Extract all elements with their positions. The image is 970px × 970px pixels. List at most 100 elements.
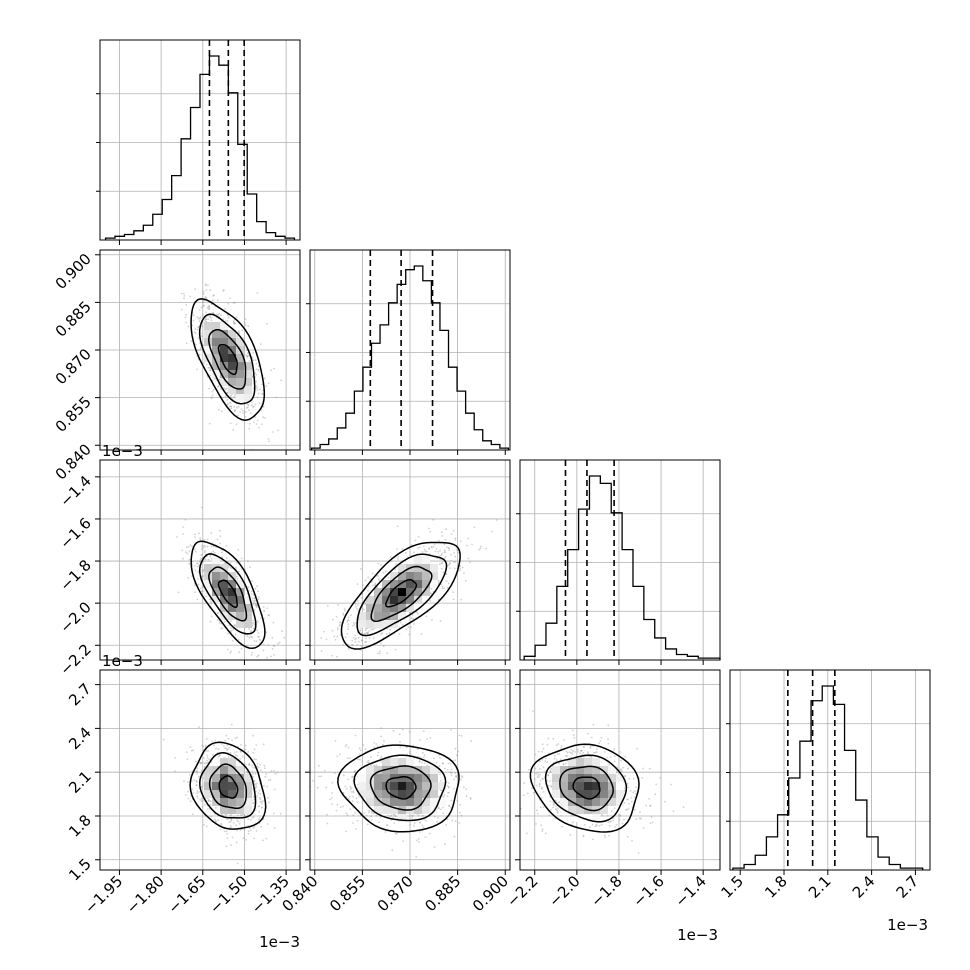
density-cell <box>228 588 236 596</box>
density-cell <box>600 758 608 766</box>
density-cell <box>212 604 220 612</box>
scatter-point <box>600 823 603 826</box>
scatter-point <box>446 795 449 798</box>
scatter-point <box>246 770 249 773</box>
density-cell <box>236 370 244 378</box>
scatter-point <box>195 780 198 782</box>
scatter-point <box>614 826 617 828</box>
scatter-point <box>224 307 226 310</box>
density-cell <box>382 596 390 604</box>
scatter-point <box>268 801 270 804</box>
scatter-point <box>253 623 256 626</box>
scatter-point <box>448 547 450 549</box>
scatter-point <box>417 536 420 538</box>
scatter-point <box>407 626 410 628</box>
density-cell <box>382 604 390 612</box>
scatter-point <box>325 786 327 789</box>
scatter-point <box>251 636 253 639</box>
scatter-point <box>336 755 339 758</box>
axis-multiplier-label: 1e−3 <box>677 926 718 944</box>
y-tick-label: 0.900 <box>52 250 95 293</box>
scatter-point <box>450 533 453 535</box>
scatter-point <box>250 630 252 633</box>
scatter-point <box>654 793 657 796</box>
scatter-point <box>607 742 610 745</box>
scatter-point <box>454 759 456 762</box>
scatter-point <box>208 387 211 390</box>
scatter-point <box>193 331 196 333</box>
scatter-point <box>258 818 260 821</box>
scatter-point <box>448 786 450 789</box>
scatter-point <box>552 806 554 809</box>
scatter-point <box>368 629 371 632</box>
scatter-point <box>208 598 211 601</box>
scatter-point <box>622 766 624 769</box>
scatter-point <box>444 555 447 558</box>
density-cell <box>228 330 236 338</box>
scatter-point <box>449 562 451 565</box>
density-cell <box>568 790 576 798</box>
scatter-point <box>326 822 329 825</box>
scatter-point <box>236 755 239 757</box>
density-cell <box>584 758 592 766</box>
density-cell <box>422 588 430 596</box>
density-cell <box>358 766 366 774</box>
scatter-point <box>634 808 636 811</box>
scatter-point <box>248 762 251 765</box>
scatter-point <box>197 337 200 339</box>
scatter-point <box>249 829 252 832</box>
panel-background <box>100 670 300 870</box>
scatter-point <box>244 318 247 320</box>
scatter-point <box>441 535 443 537</box>
scatter-point <box>425 615 428 618</box>
scatter-point <box>186 781 189 784</box>
scatter-point <box>202 757 205 759</box>
scatter-point <box>270 369 272 372</box>
scatter-point <box>206 738 208 740</box>
scatter-point <box>233 322 236 325</box>
scatter-point <box>281 630 283 633</box>
scatter-point <box>343 608 346 610</box>
scatter-point <box>221 627 224 630</box>
scatter-point <box>253 780 256 783</box>
scatter-point <box>258 817 261 819</box>
scatter-point <box>365 814 368 817</box>
scatter-point <box>204 283 207 286</box>
scatter-point <box>542 766 545 768</box>
x-tick-label: −1.6 <box>629 872 667 910</box>
scatter-point <box>199 348 202 350</box>
scatter-point <box>247 404 250 407</box>
scatter-point <box>261 383 263 386</box>
scatter-point <box>273 367 275 370</box>
scatter-point <box>596 748 598 750</box>
scatter-point <box>335 616 338 618</box>
scatter-point <box>191 788 194 791</box>
scatter-point <box>201 769 203 772</box>
scatter-point <box>199 559 202 562</box>
scatter-point <box>352 636 355 639</box>
scatter-point <box>467 537 470 540</box>
scatter-point <box>222 318 225 321</box>
scatter-point <box>225 845 228 848</box>
scatter-point <box>228 402 231 404</box>
density-cell <box>374 588 382 596</box>
scatter-point <box>310 644 313 647</box>
density-cell <box>382 580 390 588</box>
density-cell <box>398 596 406 604</box>
scatter-point <box>641 777 644 779</box>
scatter-point <box>532 710 534 712</box>
density-cell <box>576 782 584 790</box>
density-cell <box>366 790 374 798</box>
density-cell <box>422 806 430 814</box>
scatter-point <box>200 786 203 789</box>
scatter-point <box>544 770 547 773</box>
scatter-point <box>454 538 457 541</box>
scatter-point <box>252 351 255 354</box>
scatter-point <box>273 827 276 829</box>
scatter-point <box>440 567 443 570</box>
density-cell <box>414 782 422 790</box>
density-cell <box>398 798 406 806</box>
scatter-point <box>360 632 363 635</box>
density-cell <box>430 564 438 572</box>
scatter-point <box>409 753 412 755</box>
